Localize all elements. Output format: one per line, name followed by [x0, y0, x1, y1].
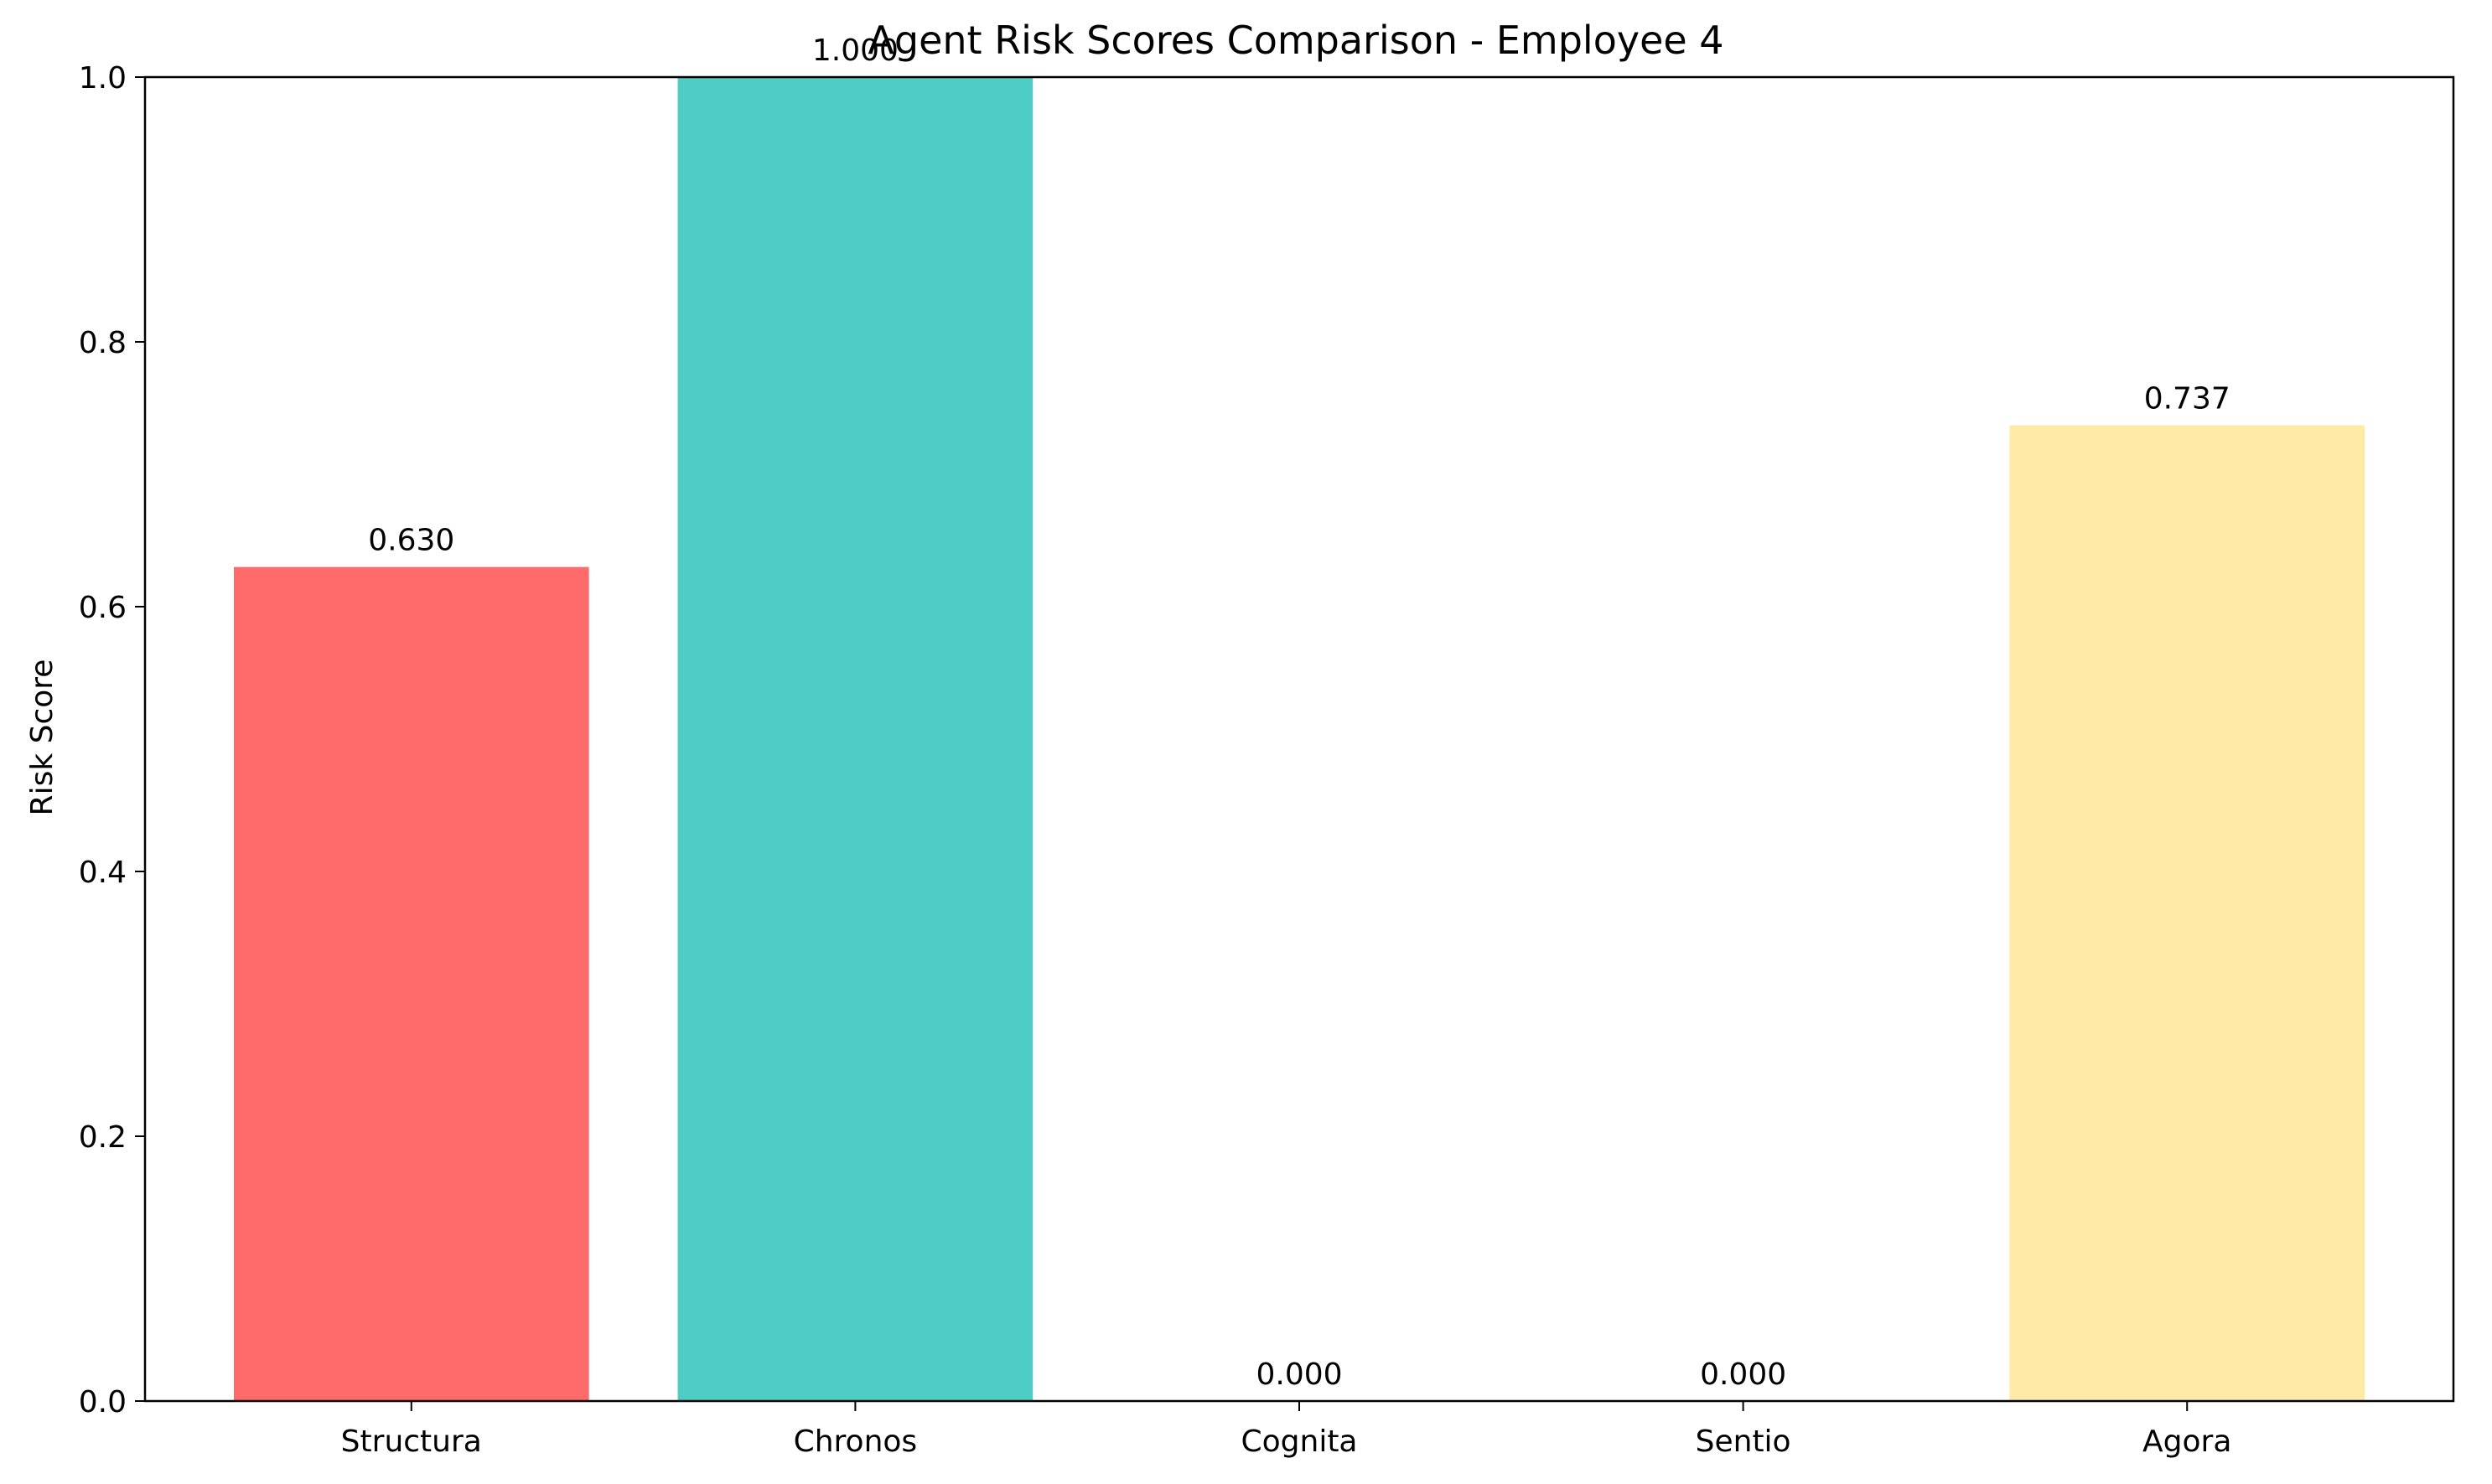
- bar-chronos: [677, 77, 1034, 1401]
- value-label-sentio: 0.000: [1700, 1357, 1786, 1392]
- y-tick-label: 0.6: [79, 591, 127, 625]
- x-tick-label-agora: Agora: [2142, 1425, 2231, 1459]
- value-label-agora: 0.737: [2144, 382, 2230, 416]
- x-tick-label-chronos: Chronos: [794, 1425, 918, 1459]
- value-label-cognita: 0.000: [1256, 1357, 1342, 1392]
- x-tick-label-structura: Structura: [341, 1425, 482, 1459]
- y-tick-label: 0.4: [79, 856, 127, 890]
- x-tick-label-sentio: Sentio: [1696, 1425, 1791, 1459]
- plot-frame: [143, 75, 2455, 1403]
- bar-structura: [233, 566, 589, 1401]
- y-tick-label: 0.8: [79, 326, 127, 360]
- y-tick-label: 0.2: [79, 1120, 127, 1155]
- ticks-layer: [135, 76, 2189, 1411]
- y-tick-label: 1.0: [79, 61, 127, 96]
- chart-title: Agent Risk Scores Comparison - Employee …: [868, 18, 1723, 63]
- y-tick-label: 0.0: [79, 1385, 127, 1419]
- value-label-chronos: 1.000: [812, 34, 899, 68]
- labels-layer: 0.630 Structura 1.000 Chronos 0.000 Cognita 0.…: [79, 34, 2232, 1459]
- x-tick-label-cognita: Cognita: [1241, 1425, 1357, 1459]
- value-label-structura: 0.630: [368, 524, 454, 558]
- bar-agora: [2009, 425, 2365, 1401]
- y-axis-label: Risk Score: [25, 659, 60, 816]
- bars-layer: [233, 77, 2365, 1401]
